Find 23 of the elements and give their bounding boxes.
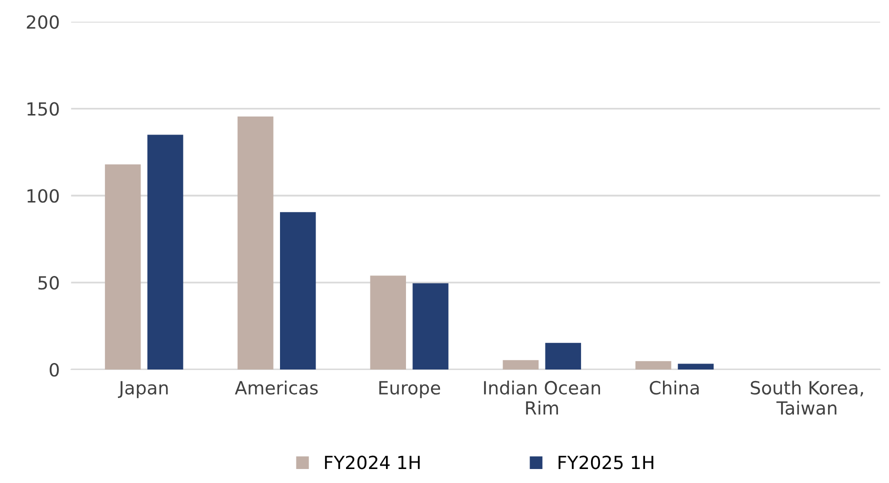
x-tick-label: South Korea, Taiwan [750,380,863,415]
y-tick-label: 100 [28,189,59,203]
legend-label: FY2024 1H [325,456,420,470]
bar [635,361,672,370]
y-tick-label: 150 [28,102,59,116]
bar [502,360,539,370]
x-tick-label: Americas [234,380,318,395]
bar [678,364,714,370]
bar [545,342,582,370]
bar [104,164,141,370]
bar [147,134,184,370]
x-tick-label: China [650,380,699,395]
bar [412,283,448,370]
y-tick-label: 200 [26,15,59,29]
x-tick-label: Japan [118,381,168,398]
y-tick-label: 50 [38,276,59,290]
bar [280,212,316,370]
y-tick-label: 0 [50,362,59,377]
bar [370,276,406,370]
bar [238,116,274,370]
legend-label: FY2025 1H [558,456,654,470]
x-tick-label: Europe [379,381,440,398]
x-tick-label: Indian Ocean Rim [484,380,600,415]
